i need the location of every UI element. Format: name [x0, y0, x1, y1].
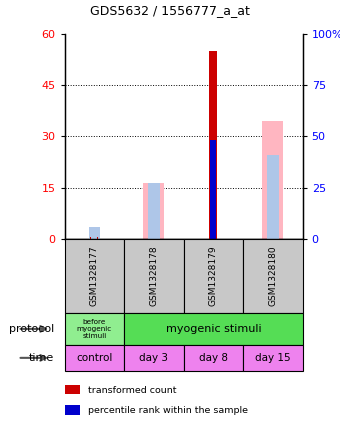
Bar [148, 183, 159, 239]
Text: GSM1328177: GSM1328177 [90, 246, 99, 306]
Text: transformed count: transformed count [88, 385, 177, 395]
Bar [89, 227, 100, 239]
Text: GSM1328179: GSM1328179 [209, 246, 218, 306]
Text: percentile rank within the sample: percentile rank within the sample [88, 406, 249, 415]
Text: protocol: protocol [9, 324, 54, 334]
Bar [209, 51, 217, 239]
Text: day 8: day 8 [199, 353, 228, 363]
Bar [143, 183, 164, 239]
Text: control: control [76, 353, 113, 363]
Text: before
myogenic
stimuli: before myogenic stimuli [77, 319, 112, 339]
Text: GSM1328180: GSM1328180 [268, 246, 277, 306]
Bar [267, 155, 278, 239]
Bar [90, 237, 98, 239]
Text: GSM1328178: GSM1328178 [149, 246, 158, 306]
Text: day 3: day 3 [139, 353, 168, 363]
Bar [210, 140, 216, 239]
Text: day 15: day 15 [255, 353, 291, 363]
Text: GDS5632 / 1556777_a_at: GDS5632 / 1556777_a_at [90, 4, 250, 17]
Bar [90, 237, 98, 239]
Bar [91, 227, 97, 239]
Text: myogenic stimuli: myogenic stimuli [166, 324, 261, 334]
Text: time: time [29, 353, 54, 363]
Bar [262, 121, 283, 239]
